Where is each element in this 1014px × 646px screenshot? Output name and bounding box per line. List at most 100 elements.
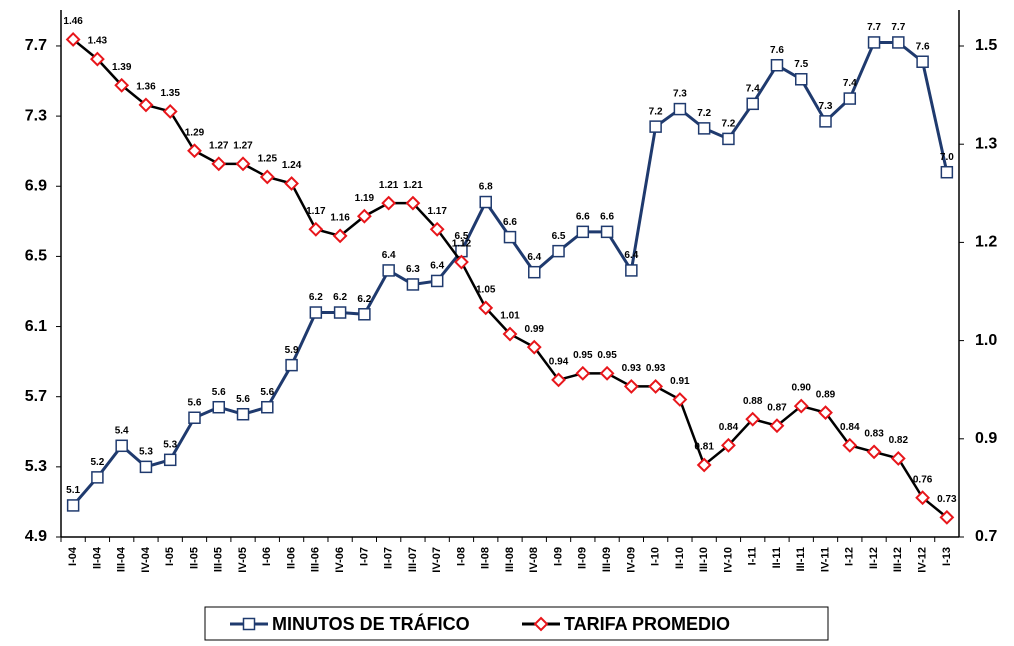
y2-tick-label: 1.5: [975, 37, 997, 54]
legend-label: TARIFA PROMEDIO: [564, 614, 730, 634]
marker: [235, 156, 251, 172]
marker: [625, 264, 638, 277]
marker: [649, 120, 662, 133]
marker: [261, 400, 274, 414]
data-label: 7.7: [867, 22, 881, 33]
data-label: 5.6: [212, 387, 226, 398]
marker: [405, 195, 421, 211]
data-label: 1.12: [452, 239, 472, 250]
marker: [600, 225, 614, 239]
data-label: 1.01: [500, 311, 520, 322]
marker: [526, 339, 542, 355]
y2-tick-label: 1.0: [975, 332, 997, 349]
x-tick-label: III-10: [698, 547, 710, 572]
marker: [115, 439, 128, 453]
legend-label: MINUTOS DE TRÁFICO: [272, 613, 470, 634]
y2-tick-label: 1.2: [975, 234, 997, 251]
data-label: 0.90: [792, 383, 812, 394]
data-label: 1.25: [258, 154, 278, 165]
marker: [66, 499, 80, 512]
data-label: 1.27: [209, 140, 229, 151]
marker: [794, 73, 808, 86]
x-tick-label: IV-12: [917, 547, 929, 573]
x-tick-label: IV-04: [140, 546, 152, 573]
marker: [843, 92, 857, 105]
marker: [138, 97, 154, 113]
marker: [528, 265, 541, 279]
data-label: 6.4: [527, 252, 541, 263]
data-label: 1.21: [379, 180, 399, 191]
x-tick-label: I-08: [455, 547, 467, 566]
data-label: 5.6: [260, 387, 274, 398]
marker: [939, 509, 955, 525]
x-tick-label: II-11: [771, 547, 783, 568]
marker: [745, 411, 761, 427]
marker: [356, 208, 372, 224]
data-label: 7.6: [770, 45, 784, 56]
x-tick-label: I-13: [941, 547, 953, 566]
data-label: 6.4: [382, 250, 396, 261]
marker: [429, 221, 445, 237]
marker: [211, 156, 227, 172]
marker: [358, 308, 371, 321]
data-label: 0.87: [767, 402, 787, 413]
marker: [332, 228, 348, 244]
legend-marker: [242, 617, 256, 631]
data-label: 1.35: [160, 88, 180, 99]
y-tick-label: 6.1: [25, 318, 47, 335]
data-label: 7.2: [721, 119, 735, 130]
data-label: 1.21: [403, 180, 423, 191]
x-tick-label: II-05: [188, 547, 200, 569]
marker: [309, 306, 323, 319]
data-label: 1.05: [476, 285, 496, 296]
marker: [308, 221, 324, 237]
data-label: 1.43: [88, 36, 108, 47]
x-tick-label: IV-05: [237, 547, 249, 573]
data-label: 0.73: [937, 494, 957, 505]
marker: [285, 358, 298, 372]
marker: [478, 300, 494, 316]
data-label: 1.36: [136, 82, 156, 93]
x-tick-label: III-09: [601, 547, 613, 572]
y-tick-label: 7.3: [25, 107, 47, 124]
data-label: 6.2: [357, 294, 371, 305]
marker: [672, 392, 688, 407]
data-label: 6.2: [333, 292, 347, 303]
marker: [163, 453, 177, 467]
marker: [139, 460, 153, 474]
x-tick-label: II-08: [480, 547, 492, 569]
data-label: 0.93: [646, 363, 666, 374]
marker: [940, 165, 954, 179]
data-label: 0.99: [525, 324, 545, 335]
marker: [673, 102, 687, 116]
x-tick-label: IV-10: [722, 547, 734, 573]
x-tick-label: II-10: [674, 547, 686, 569]
marker: [162, 104, 178, 119]
marker: [91, 471, 104, 484]
marker: [818, 405, 833, 421]
data-label: 1.46: [63, 16, 83, 27]
marker: [575, 365, 591, 381]
data-label: 0.84: [719, 422, 739, 433]
data-label: 1.17: [427, 206, 447, 217]
x-tick-label: I-06: [261, 547, 273, 566]
marker: [915, 490, 931, 506]
marker: [65, 32, 81, 47]
data-label: 5.3: [163, 439, 177, 450]
x-tick-label: III-07: [407, 547, 419, 572]
marker: [188, 411, 201, 424]
x-tick-label: I-12: [844, 547, 856, 566]
marker: [576, 225, 590, 239]
data-label: 7.4: [843, 78, 857, 89]
x-tick-label: III-11: [795, 547, 807, 571]
data-label: 1.27: [233, 140, 253, 151]
marker: [236, 407, 250, 421]
data-label: 7.2: [649, 106, 663, 117]
x-tick-label: II-09: [577, 547, 589, 569]
marker: [721, 437, 736, 453]
data-label: 7.0: [940, 152, 954, 163]
data-label: 6.6: [600, 211, 614, 222]
data-label: 0.81: [694, 442, 714, 453]
marker: [648, 379, 664, 394]
data-label: 1.16: [330, 212, 350, 223]
